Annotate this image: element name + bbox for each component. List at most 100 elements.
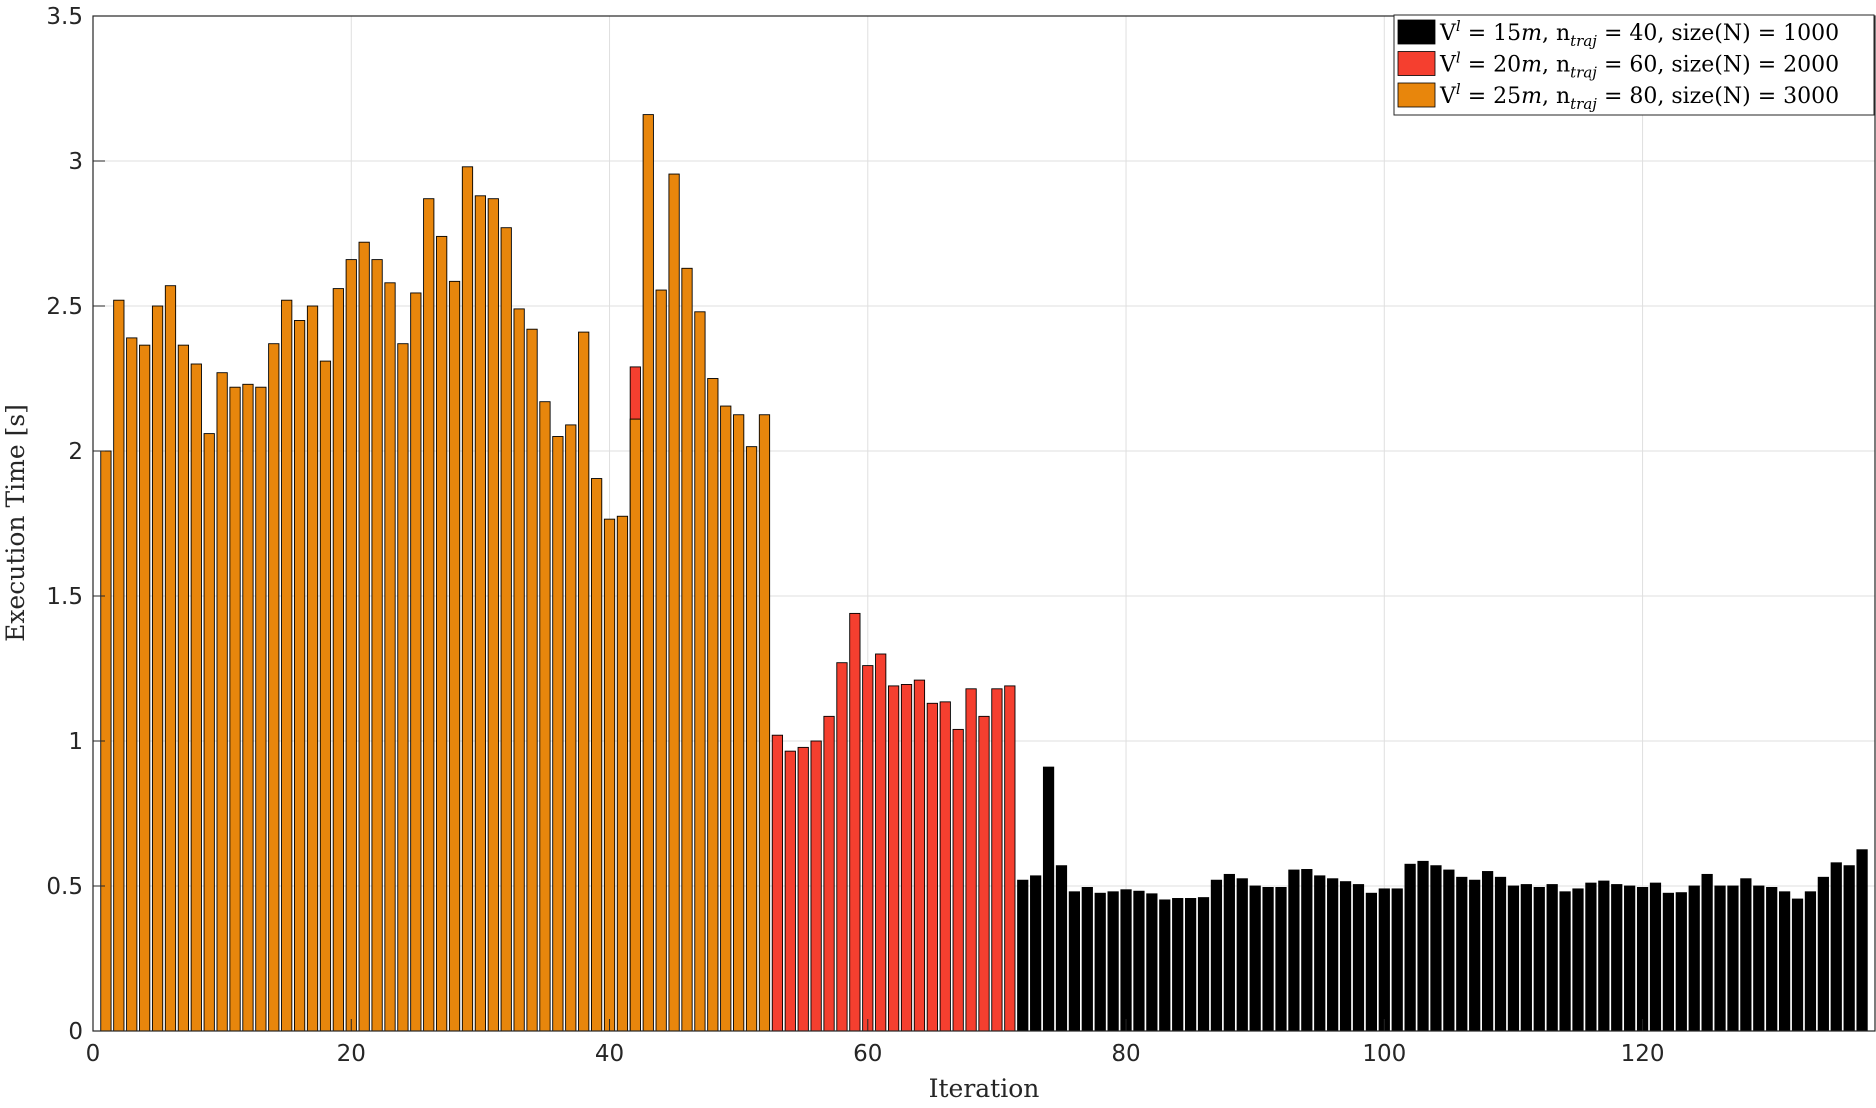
bar-series-2	[190, 363, 202, 1032]
y-tick-label: 3	[68, 149, 83, 175]
bar-series-2	[268, 343, 280, 1032]
bar-series-1	[1004, 685, 1016, 1032]
bar-series-0	[1017, 879, 1029, 1032]
bar-series-2	[255, 386, 267, 1032]
bar-series-2	[565, 424, 577, 1032]
bar-series-2	[371, 259, 383, 1032]
bar-series-2	[513, 308, 525, 1032]
bar-series-1	[797, 746, 809, 1032]
bar-series-0	[1456, 876, 1468, 1032]
bar-series-0	[1327, 878, 1339, 1032]
bar-series-2	[410, 292, 422, 1032]
bar-series-1	[978, 715, 990, 1032]
bar-series-0	[1352, 884, 1365, 1032]
bar-series-0	[1301, 869, 1313, 1032]
bar-series-0	[1649, 882, 1662, 1032]
bar-series-2	[500, 227, 512, 1032]
bar-series-2	[578, 331, 590, 1032]
bar-series-0	[1778, 891, 1791, 1032]
bar-series-0	[1585, 882, 1597, 1032]
bar-series-0	[1107, 891, 1119, 1032]
bar-series-0	[1068, 891, 1081, 1032]
bar-series-0	[1533, 887, 1545, 1032]
bar-series-2	[319, 360, 332, 1032]
bar-series-1	[784, 750, 796, 1032]
legend-entry: Vl = 25m, ntraj = 80, size(N) = 3000	[1439, 80, 1839, 113]
bar-series-2	[113, 299, 125, 1032]
bar-series-0	[1042, 766, 1055, 1032]
bar-series-0	[1133, 890, 1145, 1032]
bar-series-0	[1830, 862, 1842, 1032]
bar-series-2	[526, 328, 538, 1032]
x-axis-label: Iteration	[929, 1074, 1040, 1103]
plot-frame	[92, 15, 1876, 1032]
bar-series-0	[1740, 878, 1752, 1032]
bar-series-2	[332, 288, 344, 1032]
bar-series-2	[177, 344, 190, 1032]
bar-series-2	[461, 166, 474, 1032]
bar-series-2	[436, 235, 448, 1032]
bar-series-2	[758, 414, 771, 1032]
bar-series-0	[1365, 892, 1378, 1032]
legend-swatch	[1397, 19, 1436, 45]
bar-series-2	[745, 446, 758, 1032]
bar-series-2	[668, 173, 680, 1032]
bar-series-1	[926, 702, 938, 1032]
bar-series-0	[1804, 891, 1817, 1032]
bar-series-2	[539, 401, 551, 1032]
bar-series-2	[707, 378, 719, 1032]
bar-series-2	[139, 344, 151, 1032]
x-tick-label: 120	[1621, 1041, 1665, 1067]
bar-series-1	[875, 653, 887, 1032]
bar-series-0	[1469, 879, 1481, 1032]
bar-series-2	[642, 114, 654, 1032]
bar-series-2	[603, 518, 616, 1032]
bar-series-0	[1856, 849, 1868, 1032]
y-tick-label: 2	[68, 439, 83, 465]
bar-series-2	[733, 414, 745, 1032]
x-axis-ticks: 0 20 40 60 80 100 120	[86, 1019, 1665, 1067]
x-tick-label: 40	[595, 1041, 624, 1067]
bar-series-0	[1184, 898, 1197, 1032]
bar-series-2	[552, 436, 564, 1032]
y-tick-label: 1.5	[46, 584, 83, 610]
bar-series-2	[242, 383, 254, 1032]
bar-series-0	[1791, 898, 1804, 1032]
bar-series-0	[1172, 898, 1184, 1032]
bar-series-1	[991, 688, 1003, 1032]
bar-series-2	[474, 195, 487, 1032]
bar-series-0	[1572, 888, 1584, 1032]
bar-series-2	[345, 259, 357, 1032]
bar-series-0	[1197, 897, 1210, 1032]
legend-swatch	[1397, 51, 1436, 76]
bar-series-0	[1030, 875, 1042, 1032]
bar-series-0	[1507, 885, 1520, 1032]
legend-box	[1393, 14, 1875, 116]
x-tick-label: 20	[337, 1041, 366, 1067]
bar-series-0	[1843, 865, 1855, 1032]
bar-series-2	[126, 337, 138, 1032]
bar-series-0	[1481, 871, 1494, 1032]
bar-series-2	[487, 198, 499, 1032]
bar-series-0	[1159, 899, 1171, 1032]
y-tick-label: 0	[68, 1019, 83, 1045]
bar-series-0	[1701, 873, 1713, 1032]
bar-series-0	[1727, 885, 1739, 1032]
bar-series-0	[1559, 891, 1571, 1032]
bar-series-2	[151, 305, 164, 1032]
bar-series-0	[1081, 887, 1093, 1032]
bar-series-1	[939, 701, 951, 1032]
bar-series-0	[1417, 860, 1429, 1032]
bar-series-2	[306, 305, 319, 1032]
bar-series-2	[655, 289, 667, 1032]
y-axis-ticks: 0 0.5 1 1.5 2 2.5 3 3.5	[46, 4, 105, 1045]
bar-series-0	[1391, 888, 1403, 1032]
bar-series-0	[1494, 876, 1507, 1032]
bar-series-1	[913, 679, 926, 1032]
bar-series-1	[965, 688, 977, 1032]
bar-series-1	[836, 662, 848, 1032]
y-tick-label: 0.5	[46, 874, 83, 900]
bar-series-0	[1378, 888, 1390, 1032]
